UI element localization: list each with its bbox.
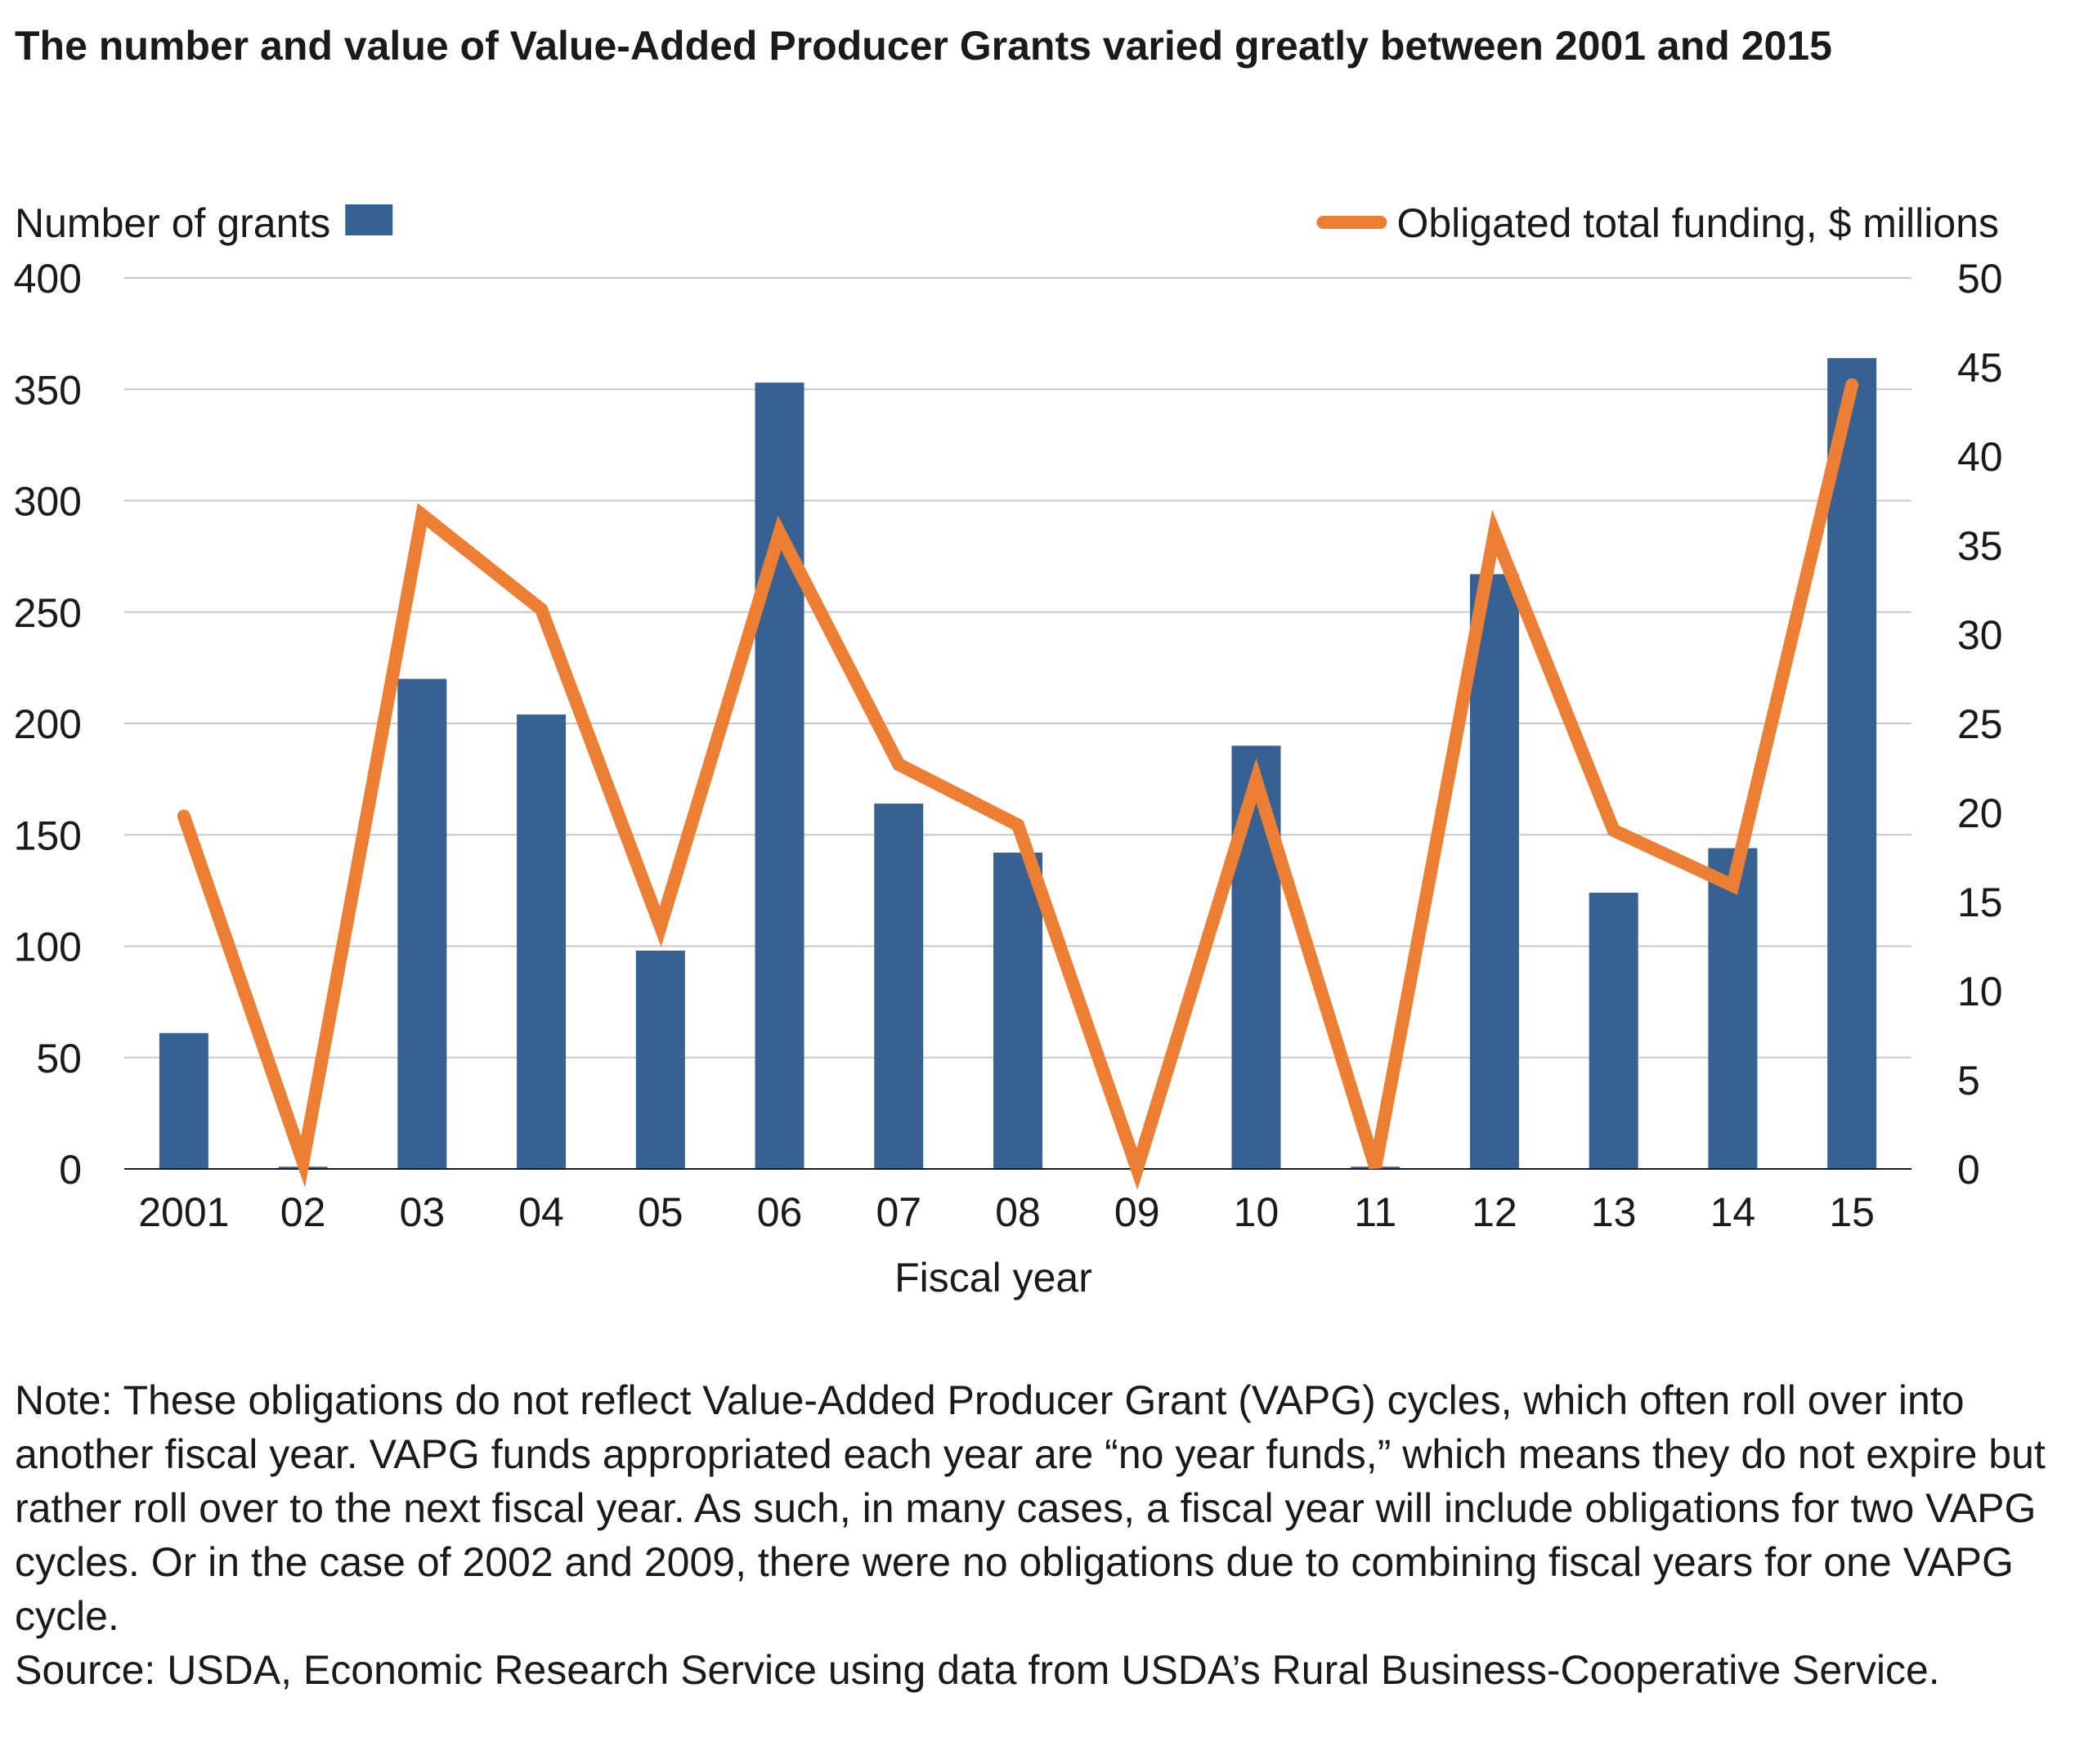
bar bbox=[755, 383, 804, 1169]
note-text: Note: These obligations do not reflect V… bbox=[15, 1377, 2046, 1639]
x-tick-label: 10 bbox=[1234, 1189, 1280, 1235]
x-tick-label: 11 bbox=[1354, 1189, 1396, 1235]
x-tick-label: 07 bbox=[876, 1189, 921, 1235]
chart-title: The number and value of Value-Added Prod… bbox=[15, 23, 1832, 69]
bar bbox=[1827, 358, 1877, 1170]
x-tick-label: 08 bbox=[995, 1189, 1041, 1235]
bar bbox=[397, 678, 447, 1169]
y-right-tick-label: 35 bbox=[1957, 523, 2003, 569]
x-tick-label: 02 bbox=[280, 1189, 326, 1235]
line-point bbox=[658, 925, 662, 929]
y-right-tick-label: 15 bbox=[1957, 880, 2003, 925]
x-tick-label: 13 bbox=[1591, 1189, 1637, 1235]
line-point bbox=[420, 513, 424, 517]
y-left-tick-label: 200 bbox=[14, 701, 82, 747]
y-left-tick-label: 250 bbox=[14, 590, 82, 636]
bar bbox=[517, 714, 567, 1169]
line-point bbox=[1492, 531, 1496, 535]
x-tick-label: 04 bbox=[518, 1189, 564, 1235]
x-tick-label: 06 bbox=[757, 1189, 803, 1235]
combo-chart: 0501001502002503003504000510152025303540… bbox=[14, 200, 2003, 1301]
bar bbox=[1589, 893, 1638, 1169]
y-right-tick-label: 25 bbox=[1957, 701, 2003, 747]
x-tick-label: 15 bbox=[1829, 1189, 1875, 1235]
bar bbox=[1231, 745, 1281, 1169]
bar bbox=[159, 1032, 208, 1169]
line-point bbox=[182, 814, 186, 818]
bar bbox=[993, 853, 1042, 1169]
line-point bbox=[540, 607, 544, 611]
chart-notes: Note: These obligations do not reflect V… bbox=[15, 1373, 2059, 1697]
line-point bbox=[301, 1160, 305, 1164]
legend-label-grants: Number of grants bbox=[15, 200, 330, 246]
y-left-tick-label: 0 bbox=[59, 1147, 82, 1193]
x-tick-label: 12 bbox=[1472, 1189, 1517, 1235]
line-point bbox=[1254, 778, 1258, 782]
y-right-tick-label: 30 bbox=[1957, 612, 2003, 658]
bar bbox=[1469, 574, 1519, 1169]
y-right-tick-label: 50 bbox=[1957, 256, 2003, 302]
x-tick-label: 03 bbox=[400, 1189, 446, 1235]
x-tick-label: 05 bbox=[638, 1189, 683, 1235]
y-right-tick-label: 20 bbox=[1957, 790, 2003, 836]
y-right-tick-label: 0 bbox=[1957, 1147, 1980, 1193]
y-right-tick-label: 5 bbox=[1957, 1058, 1980, 1104]
bar bbox=[874, 804, 924, 1169]
line-point bbox=[897, 763, 901, 767]
source-text: Source: USDA, Economic Research Service … bbox=[15, 1647, 1940, 1693]
y-right-tick-label: 40 bbox=[1957, 434, 2003, 480]
x-tick-label: 09 bbox=[1114, 1189, 1160, 1235]
y-left-tick-label: 150 bbox=[14, 813, 82, 858]
line-point bbox=[1374, 1165, 1378, 1169]
line-point bbox=[778, 531, 782, 535]
y-left-tick-label: 400 bbox=[14, 256, 82, 302]
bar bbox=[1708, 848, 1758, 1169]
y-left-tick-label: 300 bbox=[14, 479, 82, 525]
line-point bbox=[1731, 884, 1735, 888]
line-point bbox=[1611, 828, 1616, 832]
line-point bbox=[1016, 823, 1020, 827]
x-axis-title: Fiscal year bbox=[894, 1255, 1092, 1301]
line-point bbox=[1135, 1167, 1139, 1171]
y-right-tick-label: 45 bbox=[1957, 345, 2003, 391]
y-left-tick-label: 350 bbox=[14, 367, 82, 413]
legend-label-funding: Obligated total funding, $ millions bbox=[1396, 200, 1999, 246]
line-point bbox=[1850, 383, 1854, 387]
y-right-tick-label: 10 bbox=[1957, 969, 2003, 1014]
x-tick-label: 2001 bbox=[138, 1189, 229, 1235]
legend-swatch-grants bbox=[345, 204, 393, 235]
bar bbox=[635, 950, 685, 1169]
y-left-tick-label: 50 bbox=[36, 1036, 82, 1081]
x-tick-label: 14 bbox=[1710, 1189, 1756, 1235]
y-left-tick-label: 100 bbox=[14, 925, 82, 970]
